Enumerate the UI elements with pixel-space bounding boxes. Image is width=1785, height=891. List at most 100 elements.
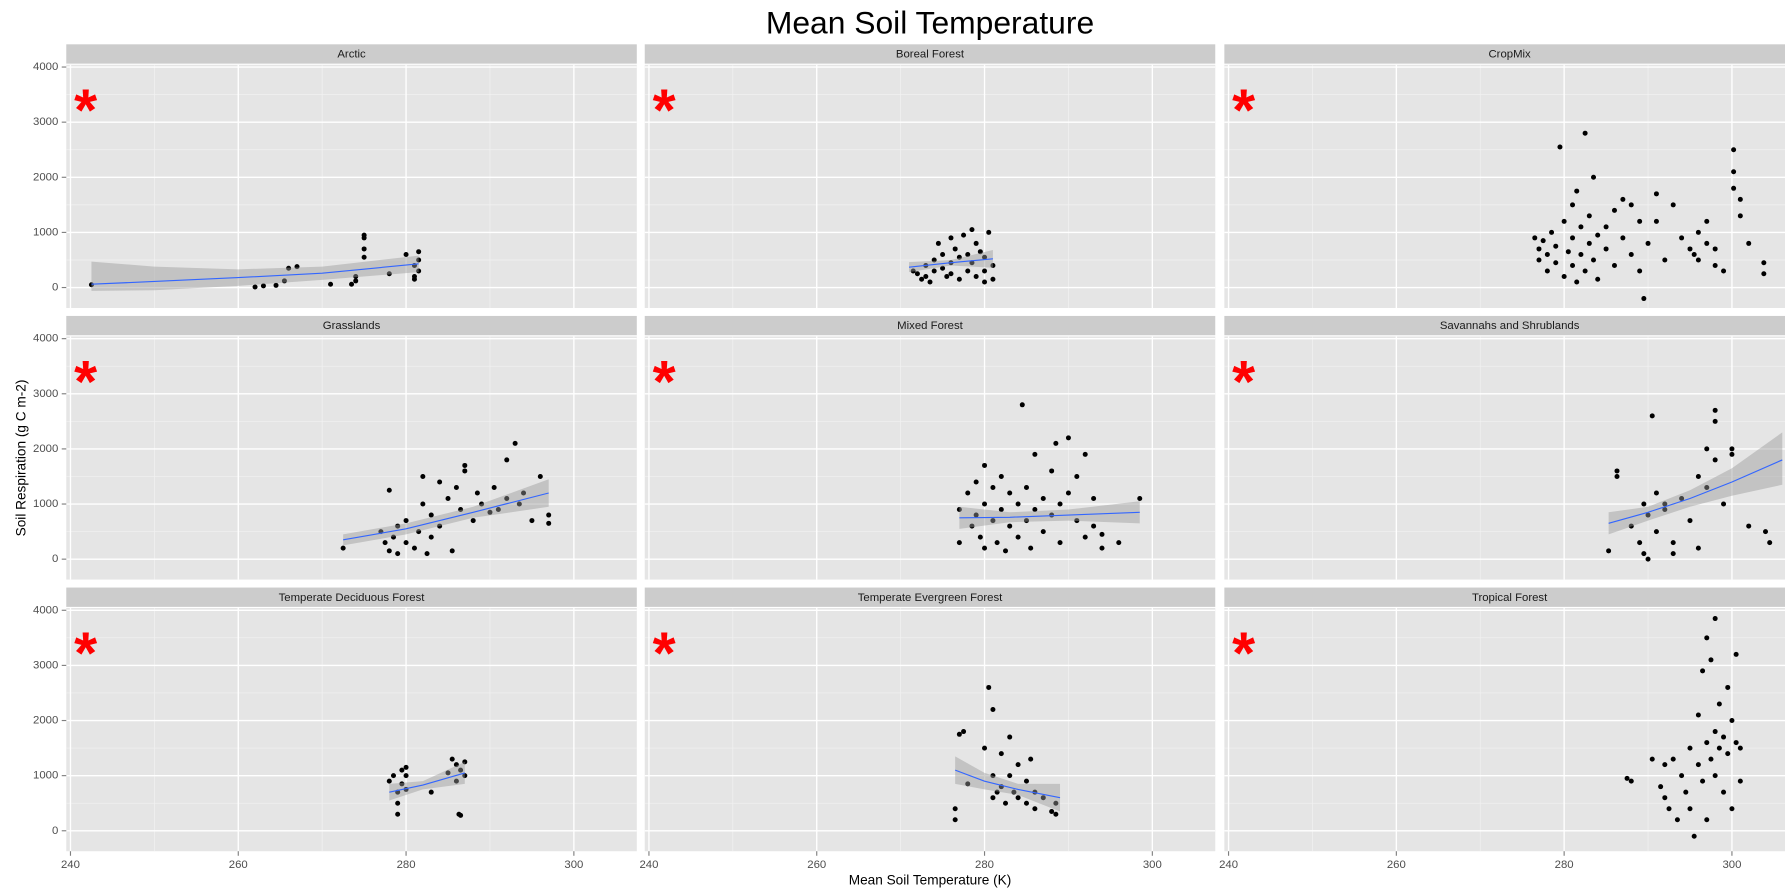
point: [969, 523, 975, 529]
point: [1007, 523, 1013, 529]
point: [990, 484, 996, 490]
point: [956, 254, 962, 260]
point: [990, 706, 996, 712]
point: [420, 501, 426, 507]
point: [424, 551, 430, 557]
point: [1040, 529, 1046, 535]
y-tick-label: 2000: [33, 443, 58, 455]
point: [537, 473, 543, 479]
point: [1053, 811, 1059, 817]
trend-line: [908, 258, 993, 268]
point: [973, 274, 979, 280]
y-tick-label: 1000: [33, 498, 58, 510]
point: [1137, 496, 1143, 502]
point: [1721, 734, 1727, 740]
point: [1691, 251, 1697, 257]
point: [416, 249, 422, 255]
point: [998, 473, 1004, 479]
point: [961, 232, 967, 238]
point: [1611, 262, 1617, 268]
point: [399, 767, 405, 773]
point: [1725, 684, 1731, 690]
point: [411, 545, 417, 551]
point: [1049, 468, 1055, 474]
point: [1731, 147, 1737, 153]
point: [1591, 257, 1597, 263]
point: [1704, 218, 1710, 224]
point: [986, 229, 992, 235]
point: [1725, 751, 1731, 757]
point: [1023, 484, 1029, 490]
point: [1570, 202, 1576, 208]
point: [935, 240, 941, 246]
point: [948, 271, 954, 277]
point: [1662, 795, 1668, 801]
confidence-band: [343, 479, 549, 546]
panel: [66, 336, 637, 580]
point: [990, 276, 996, 282]
point: [1595, 276, 1601, 282]
point: [353, 278, 359, 284]
point: [1662, 507, 1668, 513]
point: [923, 274, 929, 280]
point: [512, 440, 518, 446]
point: [453, 484, 459, 490]
point: [952, 806, 958, 812]
point: [521, 490, 527, 496]
point: [1653, 191, 1659, 197]
point: [1691, 833, 1697, 839]
point: [1557, 144, 1563, 150]
panel-background: [1224, 336, 1785, 580]
point: [1540, 238, 1546, 244]
point: [504, 496, 510, 502]
point: [437, 523, 443, 529]
point: [1704, 484, 1710, 490]
point: [281, 278, 287, 284]
point: [1536, 246, 1542, 252]
panel: [1224, 608, 1785, 852]
x-tick-label: 260: [1387, 859, 1406, 871]
trend-line: [91, 263, 419, 285]
y-axis-label: Soil Respiration (g C m-2): [14, 380, 29, 537]
point: [1637, 268, 1643, 274]
point: [1015, 795, 1021, 801]
point: [390, 773, 396, 779]
point: [1687, 518, 1693, 524]
x-tick-label: 300: [564, 859, 583, 871]
point: [403, 518, 409, 524]
point: [382, 540, 388, 546]
point: [973, 479, 979, 485]
point: [1704, 817, 1710, 823]
point: [1015, 534, 1021, 540]
point: [982, 254, 988, 260]
point: [1679, 235, 1685, 241]
strip: [644, 315, 1216, 336]
point: [1716, 745, 1722, 751]
annotation: *: [1232, 77, 1255, 143]
point: [420, 473, 426, 479]
point: [1028, 756, 1034, 762]
point: [1007, 734, 1013, 740]
point: [453, 778, 459, 784]
point: [386, 778, 392, 784]
y-tick-label: 4000: [33, 61, 58, 73]
point: [1606, 548, 1612, 554]
point: [1695, 762, 1701, 768]
point: [956, 540, 962, 546]
annotation: *: [653, 621, 676, 687]
point: [965, 490, 971, 496]
point: [386, 271, 392, 277]
point: [998, 751, 1004, 757]
point: [1700, 668, 1706, 674]
point: [1645, 240, 1651, 246]
point: [458, 767, 464, 773]
point: [952, 817, 958, 823]
panel: [66, 608, 637, 852]
point: [495, 507, 501, 513]
panel: [644, 336, 1216, 580]
point: [986, 684, 992, 690]
panel-background: [644, 608, 1216, 852]
point: [458, 812, 464, 818]
point: [428, 512, 434, 518]
